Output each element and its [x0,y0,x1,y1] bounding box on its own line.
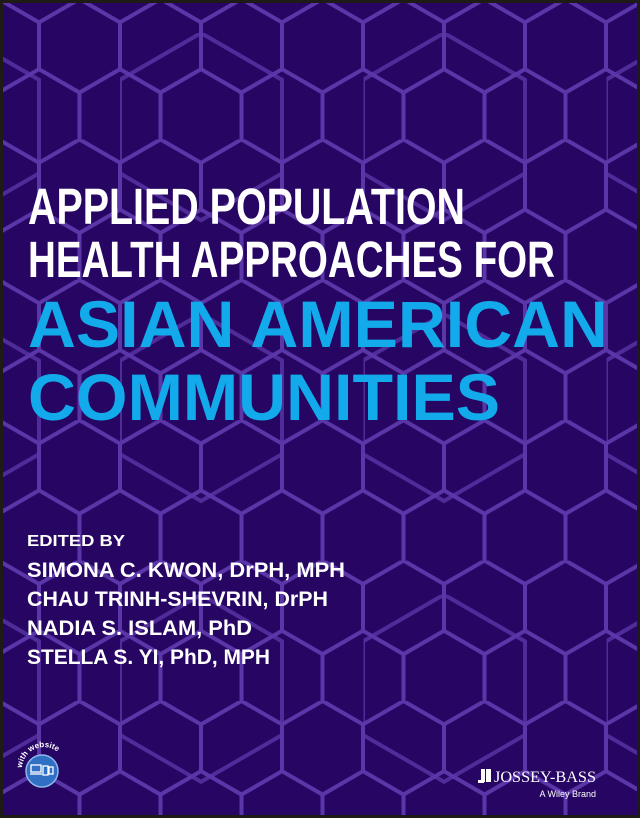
edited-by-label: EDITED BY [27,533,125,550]
editor-name: CHAU TRINH-SHEVRIN, DrPH [27,588,328,611]
jossey-bass-mark-icon [478,769,491,783]
editor-name: STELLA S. YI, PhD, MPH [27,646,270,669]
book-cover: APPLIED POPULATION HEALTH APPROACHES FOR… [3,3,637,815]
hexagon-pattern [3,3,637,815]
editor-name: NADIA S. ISLAM, PhD [27,617,252,640]
publisher-tagline: A Wiley Brand [539,789,596,799]
website-badge: with website [15,740,62,788]
publisher-name: JOSSEY-BASS [494,769,596,786]
devices-icon [30,764,54,776]
title-line-1: APPLIED POPULATION [28,178,465,235]
publisher-logo: JOSSEY-BASS A Wiley Brand [478,769,596,799]
subtitle-line-2: COMMUNITIES [28,360,500,434]
subtitle-line-1: ASIAN AMERICAN [28,287,608,361]
title-line-2: HEALTH APPROACHES FOR [28,231,555,288]
editor-name: SIMONA C. KWON, DrPH, MPH [27,559,345,582]
